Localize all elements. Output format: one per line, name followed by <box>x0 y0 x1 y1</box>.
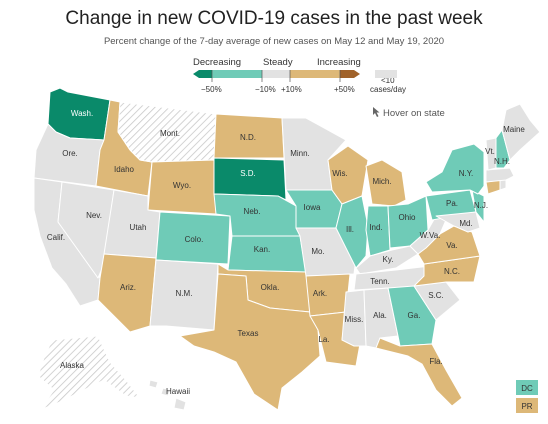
state-md <box>435 211 481 233</box>
label-minn: Minn. <box>290 149 310 158</box>
state-nj <box>471 189 485 223</box>
label-wyo: Wyo. <box>173 181 191 190</box>
label-alaska: Alaska <box>60 361 85 370</box>
state-nm <box>149 259 219 331</box>
legend-small-cases-line2: cases/day <box>370 85 407 94</box>
label-neb: Neb. <box>244 207 261 216</box>
label-kan: Kan. <box>254 245 270 254</box>
label-ky: Ky. <box>383 255 394 264</box>
label-pa: Pa. <box>446 199 458 208</box>
legend-swatch-strong-decrease <box>199 70 212 78</box>
label-vt: Vt. <box>485 147 495 156</box>
label-iowa: Iowa <box>304 203 321 212</box>
legend-tick-minus10: −10% <box>255 85 276 94</box>
label-va: Va. <box>446 241 457 250</box>
label-calif: Calif. <box>47 233 65 242</box>
label-texas: Texas <box>238 329 259 338</box>
label-mich: Mich. <box>372 177 391 186</box>
legend-increasing-label: Increasing <box>317 57 361 68</box>
pointer-icon <box>373 107 380 117</box>
label-ark: Ark. <box>313 289 327 298</box>
label-ny: N.Y. <box>459 169 474 178</box>
label-hawaii: Hawaii <box>166 387 190 396</box>
label-wis: Wis. <box>332 169 348 178</box>
label-ga: Ga. <box>408 311 421 320</box>
label-ore: Ore. <box>62 149 78 158</box>
legend-steady-label: Steady <box>263 57 293 68</box>
label-ind: Ind. <box>369 223 382 232</box>
legend-swatch-small <box>375 70 397 78</box>
label-ariz: Ariz. <box>120 283 136 292</box>
hover-hint: Hover on state <box>383 108 445 119</box>
label-colo: Colo. <box>185 235 204 244</box>
legend-arrow-right <box>354 70 360 78</box>
territory-pr-box <box>516 398 538 413</box>
legend-tick-plus10: +10% <box>281 85 302 94</box>
state-texas <box>179 273 321 411</box>
chart-title: Change in new COVID-19 cases in the past… <box>65 8 483 29</box>
state-sd <box>213 157 287 201</box>
label-nh: N.H. <box>494 157 510 166</box>
state-ny <box>425 143 485 195</box>
state-mass <box>485 167 515 183</box>
label-maine: Maine <box>503 125 525 134</box>
chart-subtitle: Percent change of the 7-day average of n… <box>103 36 445 47</box>
label-sd: S.D. <box>240 169 256 178</box>
label-nj: N.J. <box>474 201 488 210</box>
label-mont: Mont. <box>160 129 180 138</box>
label-ill: Ill. <box>346 225 354 234</box>
state-ill <box>335 195 369 269</box>
state-nh <box>495 129 511 169</box>
label-la: La. <box>318 335 329 344</box>
legend-arrow-left <box>193 70 199 78</box>
label-pr: PR <box>521 402 532 411</box>
legend-swatch-strong-increase <box>340 70 354 78</box>
label-tenn: Tenn. <box>370 277 390 286</box>
label-dc: DC <box>521 384 533 393</box>
state-colo <box>155 211 231 265</box>
state-ariz <box>97 253 157 333</box>
state-alaska <box>37 335 141 411</box>
label-wva: W.Va. <box>420 231 441 240</box>
state-maine <box>501 103 541 161</box>
state-hawaii <box>148 379 187 411</box>
legend-color-bar <box>193 70 397 82</box>
label-nd: N.D. <box>240 133 256 142</box>
label-nc: N.C. <box>444 267 460 276</box>
label-okla: Okla. <box>261 283 280 292</box>
label-sc: S.C. <box>428 291 444 300</box>
state-kan <box>227 235 307 273</box>
state-ri <box>499 179 507 191</box>
label-wash: Wash. <box>71 109 93 118</box>
label-mo: Mo. <box>311 247 324 256</box>
state-fla <box>375 337 463 407</box>
label-nm: N.M. <box>176 289 193 298</box>
legend-tick-minus50: −50% <box>201 85 222 94</box>
territory-dc-box <box>516 380 538 395</box>
label-md: Md. <box>459 219 472 228</box>
legend-swatch-steady <box>262 70 290 78</box>
state-miss <box>341 289 367 347</box>
legend-swatch-increase <box>290 70 340 78</box>
label-idaho: Idaho <box>114 165 135 174</box>
label-nev: Nev. <box>86 211 102 220</box>
label-ohio: Ohio <box>399 213 416 222</box>
legend-small-cases-line1: <10 <box>381 76 395 85</box>
label-ala: Ala. <box>373 311 387 320</box>
label-utah: Utah <box>130 223 147 232</box>
legend-tick-plus50: +50% <box>334 85 355 94</box>
legend-decreasing-label: Decreasing <box>193 57 242 68</box>
label-miss: Miss. <box>345 315 364 324</box>
label-fla: Fla. <box>429 357 442 366</box>
state-mich <box>365 159 407 207</box>
legend-swatch-decrease <box>212 70 262 78</box>
